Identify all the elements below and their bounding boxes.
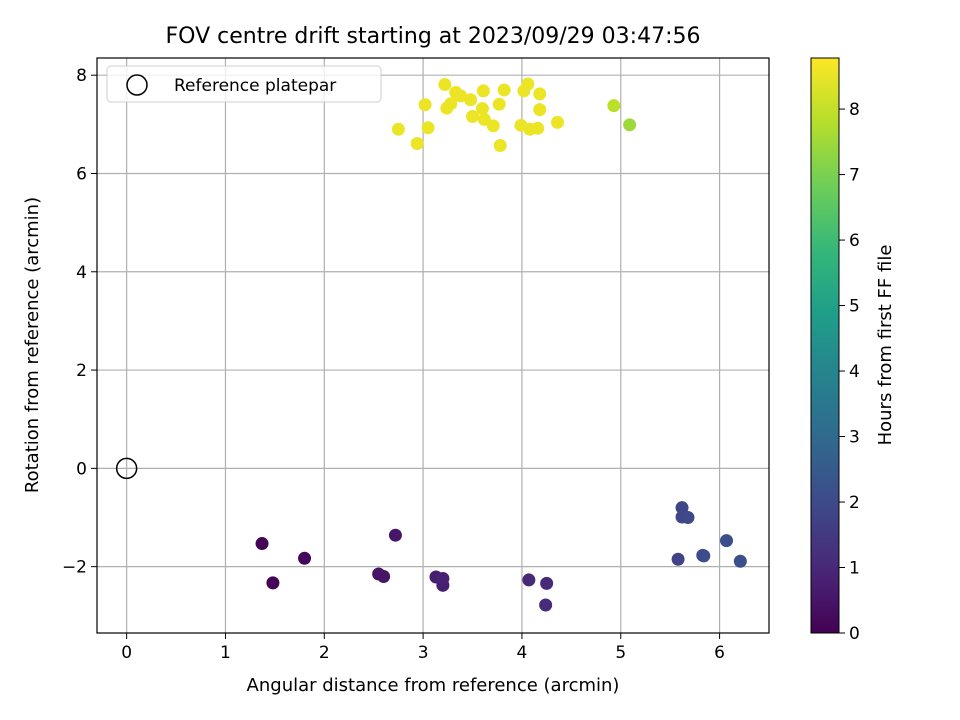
data-point <box>531 121 545 135</box>
chart-title: FOV centre drift starting at 2023/09/29 … <box>166 24 701 49</box>
legend-box <box>106 65 382 103</box>
x-tick-label: 0 <box>121 643 132 663</box>
y-axis-ticks: −2 0 2 4 6 8 <box>62 66 97 578</box>
x-axis-ticks: 0 1 2 3 4 5 6 <box>121 633 725 663</box>
x-tick-label: 6 <box>714 643 725 663</box>
data-point <box>675 501 689 515</box>
y-tick-label: 2 <box>76 361 87 381</box>
data-point <box>486 119 500 133</box>
data-point <box>377 569 391 583</box>
data-point <box>497 83 511 97</box>
y-tick-label: −2 <box>62 558 87 578</box>
data-point <box>671 552 685 566</box>
data-point <box>540 576 554 590</box>
colorbar-tick-label: 4 <box>849 362 860 382</box>
data-point <box>255 537 269 551</box>
x-axis-label: Angular distance from reference (arcmin) <box>247 675 620 696</box>
colorbar-ticks: 0 1 2 3 4 5 6 7 8 <box>839 100 860 644</box>
data-point <box>493 138 507 152</box>
data-point <box>391 122 405 136</box>
legend-marker-icon <box>126 74 148 96</box>
colorbar-gradient <box>810 57 840 634</box>
x-tick-label: 3 <box>418 643 429 663</box>
data-points <box>255 77 747 612</box>
colorbar-tick-label: 7 <box>849 166 860 186</box>
data-point <box>476 84 490 98</box>
data-point <box>266 576 280 590</box>
colorbar-tick-label: 8 <box>849 100 860 120</box>
x-tick-label: 5 <box>615 643 626 663</box>
data-point <box>539 598 553 612</box>
data-point <box>492 97 506 111</box>
x-tick-label: 4 <box>517 643 528 663</box>
data-point <box>521 77 535 91</box>
colorbar: 0 1 2 3 4 5 6 7 8 Hours from first FF file <box>810 57 896 644</box>
y-tick-label: 4 <box>76 263 87 283</box>
colorbar-tick-label: 1 <box>849 559 860 579</box>
data-point <box>522 573 536 587</box>
data-point <box>720 534 734 548</box>
data-point <box>551 115 565 129</box>
grid-lines <box>97 58 769 633</box>
data-point <box>388 528 402 542</box>
data-point <box>421 121 435 135</box>
data-point <box>436 571 450 585</box>
data-point <box>533 87 547 101</box>
plot-frame <box>96 57 770 634</box>
data-point <box>298 551 312 565</box>
y-axis-label: Rotation from reference (arcmin) <box>22 197 43 493</box>
x-tick-label: 1 <box>220 643 231 663</box>
data-point <box>444 97 458 111</box>
y-tick-label: 6 <box>76 164 87 184</box>
colorbar-tick-label: 6 <box>849 231 860 251</box>
colorbar-tick-label: 5 <box>849 297 860 317</box>
data-point <box>533 103 547 117</box>
data-point <box>733 554 747 568</box>
data-point <box>607 99 621 113</box>
reference-marker <box>115 457 138 480</box>
colorbar-tick-label: 0 <box>849 624 860 644</box>
data-point <box>466 109 480 123</box>
data-point <box>475 102 489 116</box>
reference-point-icon <box>115 457 138 480</box>
colorbar-label: Hours from first FF file <box>875 245 896 446</box>
y-tick-label: 0 <box>76 459 87 479</box>
legend-label: Reference platepar <box>174 76 336 96</box>
data-point <box>464 93 478 107</box>
data-point <box>681 511 695 525</box>
data-point <box>438 78 452 92</box>
data-point <box>410 137 424 151</box>
legend: Reference platepar <box>106 65 382 103</box>
colorbar-tick-label: 2 <box>849 493 860 513</box>
data-point <box>623 118 637 132</box>
y-tick-label: 8 <box>76 66 87 86</box>
x-tick-label: 2 <box>319 643 330 663</box>
data-point <box>418 98 432 112</box>
data-point <box>697 549 711 563</box>
data-point <box>454 89 468 103</box>
colorbar-tick-label: 3 <box>849 428 860 448</box>
